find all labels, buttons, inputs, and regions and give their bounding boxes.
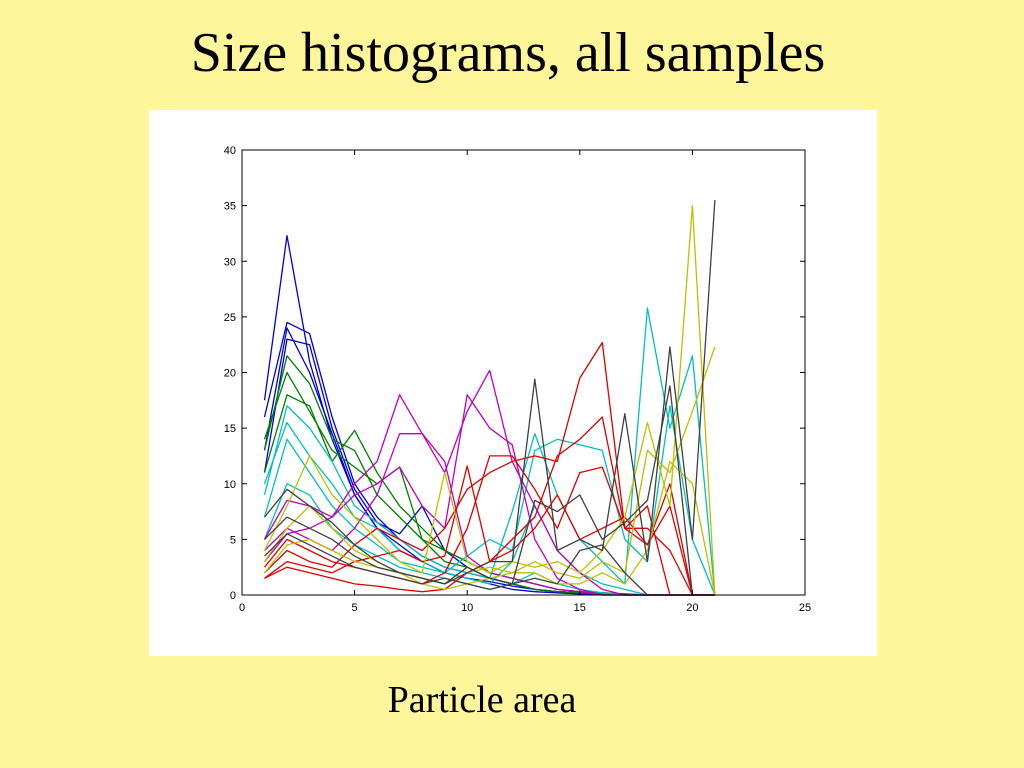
series-line-17 <box>263 455 715 596</box>
series-line-9 <box>263 405 716 596</box>
plot-panel: 0 5 10 15 20 25 0 5 10 15 20 25 30 35 40 <box>149 110 877 656</box>
y-tick-label: 0 <box>230 590 236 602</box>
slide-title: Size histograms, all samples <box>190 22 826 84</box>
x-tick-label: 20 <box>686 602 698 614</box>
y-tick-label: 40 <box>224 145 236 157</box>
y-tick-label: 10 <box>224 479 236 491</box>
series-line-10 <box>263 438 715 596</box>
x-tick-label: 10 <box>461 602 473 614</box>
series-line-19 <box>263 204 716 596</box>
x-axis-caption: Particle area <box>387 679 577 721</box>
line-chart: 0 5 10 15 20 25 0 5 10 15 20 25 30 35 40 <box>224 145 811 614</box>
y-tick-label: 25 <box>224 312 236 324</box>
series-line-18 <box>264 494 715 596</box>
y-tick-label: 35 <box>224 201 236 213</box>
axes-layer: 0 5 10 15 20 25 0 5 10 15 20 25 30 35 40 <box>224 145 811 614</box>
x-tick-label: 5 <box>352 602 358 614</box>
y-tick-label: 5 <box>230 534 236 546</box>
x-tick-label: 0 <box>239 602 245 614</box>
series-line-20 <box>263 346 716 585</box>
x-tick-label: 25 <box>799 602 811 614</box>
y-tick-label: 20 <box>224 368 236 380</box>
series-line-2 <box>263 321 715 596</box>
x-tick-label: 15 <box>574 602 586 614</box>
y-tick-label: 15 <box>224 423 236 435</box>
y-tick-label: 30 <box>224 256 236 268</box>
series-line-24 <box>264 533 715 596</box>
series-line-23 <box>264 385 715 596</box>
series-line-22 <box>263 200 716 585</box>
series-layer <box>263 200 716 596</box>
